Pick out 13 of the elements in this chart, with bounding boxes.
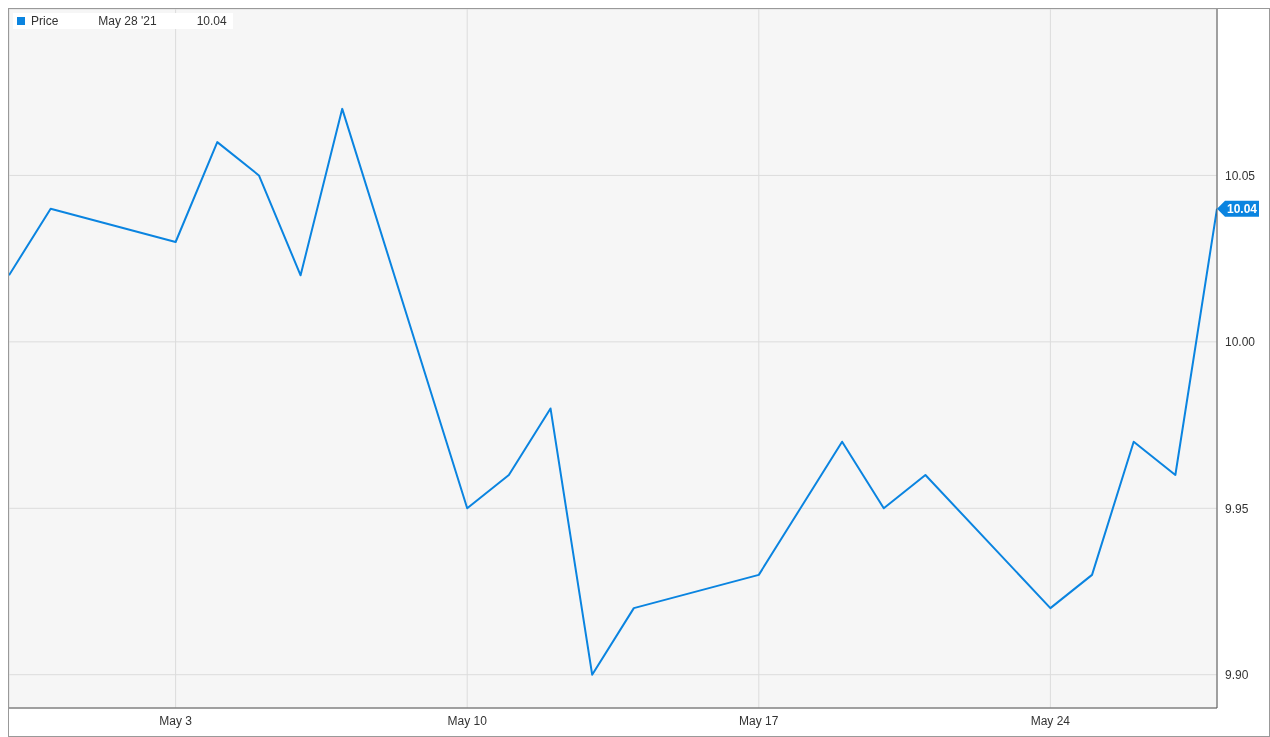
x-tick-label: May 17 [739,713,779,728]
y-tick-label: 9.90 [1225,667,1249,682]
x-tick-label: May 10 [447,713,488,728]
line-series [9,107,1217,676]
legend-label: Price [30,14,59,28]
annotation: 10.04 [1226,201,1258,216]
annotation: 10.04 [196,14,227,28]
y-tick-label: 9.95 [1225,501,1249,516]
x-tick-label: May 3 [159,713,193,728]
y-tick-label: 10.00 [1225,335,1256,350]
y-tick-label: 10.05 [1225,168,1256,183]
annotation: May 28 '21 [98,14,157,28]
x-tick-label: May 24 [1030,713,1071,728]
